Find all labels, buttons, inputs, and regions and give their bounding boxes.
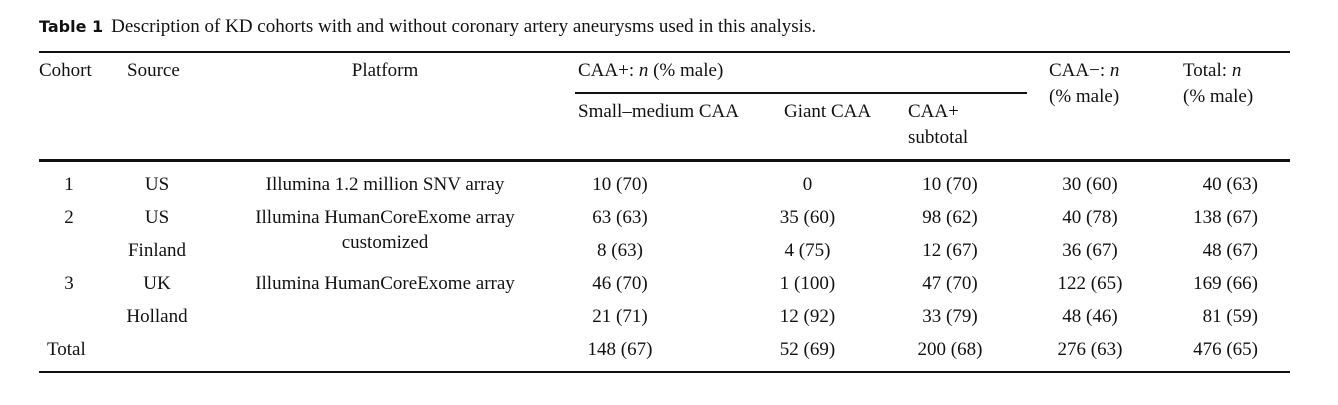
row3-source: Finland [127, 240, 187, 261]
header-caa-pos-male: (% male) [648, 60, 724, 81]
top-rule [39, 51, 1290, 53]
table-label: Table 1 [39, 17, 104, 36]
row4-negative: 122 (65) [1057, 273, 1123, 294]
row3-subtotal: 12 (67) [922, 240, 978, 261]
row1-cohort: 1 [64, 174, 74, 195]
row1-giant: 0 [802, 174, 813, 195]
row2-giant: 35 (60) [779, 207, 836, 228]
row2-platform: Illumina HumanCoreExome array [255, 207, 515, 228]
row5-negative: 48 (46) [1062, 306, 1118, 327]
row4-small: 46 (70) [592, 273, 648, 294]
header-caa-neg-n: n [1109, 60, 1120, 81]
header-small-medium: Small–medium CAA [578, 101, 739, 122]
row4-giant: 1 (100) [779, 273, 836, 294]
row5-subtotal: 33 (79) [922, 306, 978, 327]
row2-source: US [144, 207, 170, 228]
row1-total: 40 (63) [1202, 174, 1258, 195]
row1-subtotal: 10 (70) [922, 174, 978, 195]
header-cohort: Cohort [39, 60, 92, 81]
row3-total: 48 (67) [1202, 240, 1258, 261]
header-caa-pos-text: CAA+: [578, 60, 639, 81]
total-small: 148 (67) [587, 339, 653, 360]
caa-pos-group-rule [575, 92, 1027, 94]
header-source: Source [127, 60, 180, 81]
row5-total: 81 (59) [1202, 306, 1258, 327]
row3-giant: 4 (75) [784, 240, 831, 261]
header-total-text: Total: [1183, 60, 1232, 81]
row2-total: 138 (67) [1193, 207, 1258, 228]
row4-cohort: 3 [64, 273, 74, 294]
row2-subtotal: 98 (62) [922, 207, 978, 228]
row2-small: 63 (63) [592, 207, 648, 228]
total-giant: 52 (69) [779, 339, 836, 360]
row5-source: Holland [126, 306, 188, 327]
header-platform: Platform [351, 60, 419, 81]
header-caa-pos-n: n [638, 60, 649, 81]
table-caption: Table 1 Description of KD cohorts with an… [39, 16, 816, 38]
header-caa-negative-male: (% male) [1049, 86, 1120, 107]
header-total-n: n [1231, 60, 1242, 81]
row5-small: 21 (71) [592, 306, 648, 327]
row4-subtotal: 47 (70) [922, 273, 978, 294]
row4-source: UK [143, 273, 171, 294]
row3-negative: 36 (67) [1062, 240, 1118, 261]
row2-platform-line2: customized [341, 232, 429, 253]
row1-small: 10 (70) [592, 174, 648, 195]
row2-negative: 40 (78) [1062, 207, 1118, 228]
header-subtotal-line1: CAA+ [908, 101, 959, 122]
header-total: Total: n [1183, 60, 1241, 82]
total-subtotal: 200 (68) [917, 339, 983, 360]
row4-platform: Illumina HumanCoreExome array [255, 273, 515, 294]
header-caa-negative: CAA−: n [1049, 60, 1119, 82]
row4-total: 169 (66) [1193, 273, 1258, 294]
bottom-rule [39, 371, 1290, 373]
row5-giant: 12 (92) [779, 306, 836, 327]
row1-platform: Illumina 1.2 million SNV array [265, 174, 505, 195]
row2-cohort: 2 [64, 207, 74, 228]
header-caa-neg-text: CAA−: [1049, 60, 1110, 81]
total-row-label: Total [47, 339, 86, 360]
header-caa-positive-group: CAA+: n (% male) [578, 60, 723, 82]
header-rule [39, 159, 1290, 162]
caption-text: Description of KD cohorts with and witho… [111, 16, 817, 37]
header-giant: Giant CAA [784, 101, 872, 122]
header-subtotal-line2: subtotal [908, 127, 969, 148]
total-negative: 276 (63) [1057, 339, 1123, 360]
total-total: 476 (65) [1193, 339, 1258, 360]
row1-source: US [144, 174, 170, 195]
header-total-male: (% male) [1183, 86, 1254, 107]
row3-small: 8 (63) [597, 240, 643, 261]
row1-negative: 30 (60) [1062, 174, 1118, 195]
